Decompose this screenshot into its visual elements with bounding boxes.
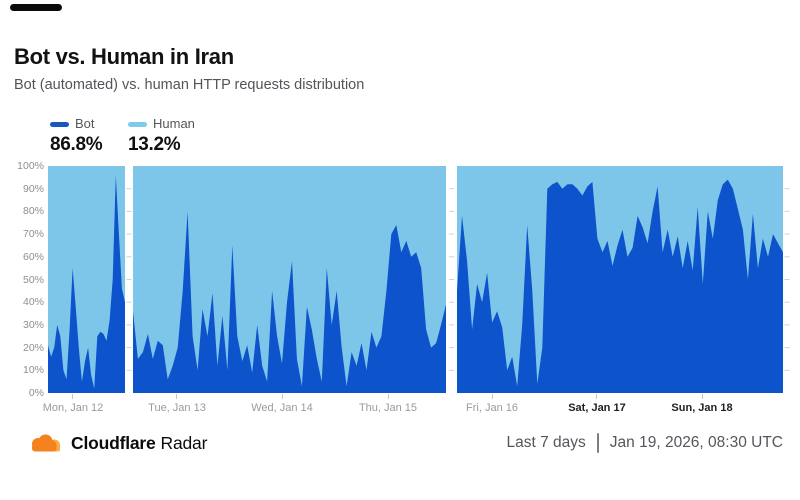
human-legend-swatch-icon — [128, 121, 147, 127]
brand-radar: Radar — [160, 432, 208, 453]
y-axis-label: 100% — [17, 160, 44, 172]
legend-item-human[interactable]: Human 13.2% — [128, 116, 195, 156]
brand-cloudflare: Cloudflare — [71, 432, 156, 453]
cloudflare-radar-brand[interactable]: Cloudflare Radar — [28, 429, 207, 457]
y-axis-label: 50% — [22, 273, 44, 286]
page-title: Bot vs. Human in Iran — [14, 44, 234, 69]
x-axis-tick — [281, 394, 283, 399]
legend-item-bot[interactable]: Bot 86.8% — [50, 116, 103, 156]
y-axis: 0% 10% 20% 30% 40% 50% 60% 70% 80% 90% 100% — [0, 160, 44, 399]
x-axis-label: Mon, Jan 12 — [42, 402, 104, 414]
stacked-area-chart — [48, 166, 790, 393]
y-axis-label: 90% — [22, 182, 44, 195]
page-subtitle: Bot (automated) vs. human HTTP requests … — [14, 77, 365, 93]
bot-area-segment — [48, 175, 125, 393]
y-axis-label: 60% — [22, 250, 44, 263]
bot-area-segment — [457, 179, 783, 393]
y-axis-label: 80% — [22, 205, 44, 218]
legend-value-human: 13.2% — [128, 134, 181, 155]
x-axis-label: Fri, Jan 16 — [466, 402, 518, 414]
cloudflare-logo-icon — [32, 434, 60, 451]
y-axis-label: 30% — [22, 318, 44, 331]
bot-area-segment — [133, 211, 446, 393]
chart-meta: Last 7 days Jan 19, 2026, 08:30 UTC — [507, 429, 783, 457]
top-left-pill — [10, 4, 62, 11]
bot-legend-swatch-icon — [50, 121, 69, 127]
divider — [596, 433, 599, 453]
x-axis-label: Wed, Jan 14 — [251, 402, 313, 414]
x-axis: Mon, Jan 12 Tue, Jan 13 Wed, Jan 14 Thu, Ja… — [43, 393, 783, 423]
x-axis-label: Sat, Jan 17 — [568, 402, 626, 414]
y-axis-label: 40% — [22, 296, 44, 309]
y-axis-label: 20% — [22, 341, 44, 354]
x-axis-tick — [491, 394, 493, 399]
legend-value-bot: 86.8% — [50, 134, 103, 155]
x-axis-label: Thu, Jan 15 — [358, 402, 418, 414]
x-axis-tick — [176, 394, 178, 399]
legend-label-human: Human — [153, 116, 195, 131]
x-axis-tick — [72, 394, 74, 399]
x-axis-tick — [701, 394, 703, 399]
y-axis-label: 10% — [22, 364, 44, 377]
legend-label-bot: Bot — [75, 116, 95, 131]
y-axis-label: 0% — [28, 387, 44, 399]
plot-area[interactable] — [48, 166, 792, 393]
x-axis-tick — [596, 394, 598, 399]
x-axis-tick — [387, 394, 389, 399]
range-label: Last 7 days — [506, 434, 586, 451]
y-axis-label: 70% — [22, 228, 44, 241]
x-axis-label: Sun, Jan 18 — [671, 402, 733, 414]
x-axis-label: Tue, Jan 13 — [148, 402, 206, 414]
timestamp: Jan 19, 2026, 08:30 UTC — [609, 434, 783, 451]
